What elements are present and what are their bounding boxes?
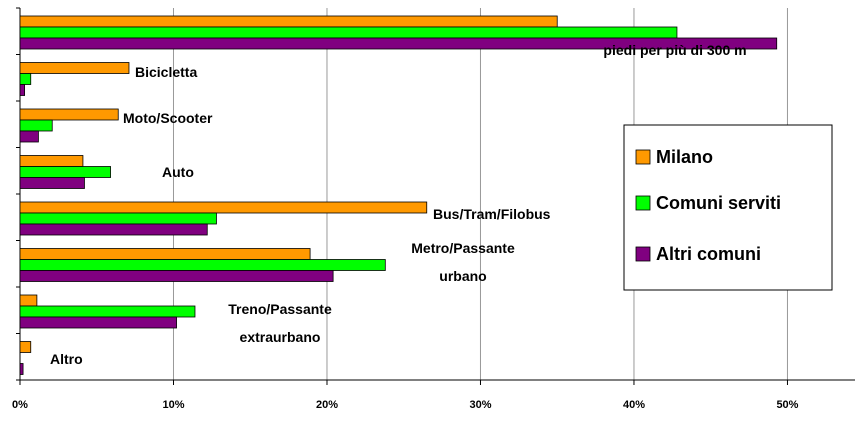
bar	[19, 363, 24, 375]
bar	[19, 223, 208, 236]
x-tick-label: 10%	[162, 399, 184, 411]
x-tick-label: 20%	[316, 399, 338, 411]
category-label: Auto	[162, 164, 194, 180]
category-label: Metro/Passante urbano	[411, 240, 515, 284]
legend-swatch	[635, 246, 651, 262]
bar	[19, 119, 53, 132]
bar	[19, 37, 778, 50]
legend-swatch	[635, 195, 651, 211]
bar	[19, 259, 386, 271]
legend-label: Altri comuni	[656, 244, 761, 264]
category-label: Treno/Passante extraurbano	[228, 301, 332, 345]
bar	[19, 201, 428, 214]
bar	[19, 248, 311, 260]
legend-box	[623, 124, 833, 291]
category-label: Bicicletta	[135, 64, 198, 80]
bar	[19, 62, 130, 74]
bar	[19, 130, 39, 143]
legend-label: Comuni serviti	[656, 193, 781, 213]
category-label: Altro	[50, 351, 83, 367]
category-label: piedi per più di 300 m	[603, 42, 747, 58]
bar	[19, 166, 111, 178]
category-label: Moto/Scooter	[123, 110, 213, 126]
bar	[19, 73, 32, 85]
bar	[19, 316, 177, 329]
bar	[19, 305, 196, 318]
bar	[19, 341, 32, 353]
legend-label: Milano	[656, 147, 713, 167]
bar	[19, 108, 119, 121]
legend-swatch	[635, 149, 651, 165]
bar	[19, 294, 38, 307]
x-tick-label: 30%	[469, 399, 491, 411]
bar	[19, 270, 334, 282]
bar	[19, 177, 85, 189]
x-tick-label: 40%	[623, 399, 645, 411]
bar	[19, 84, 26, 96]
bar	[19, 15, 558, 28]
category-label: Bus/Tram/Filobus	[433, 206, 551, 222]
bar	[19, 155, 84, 167]
x-tick-label: 0%	[12, 399, 28, 411]
bar	[19, 212, 217, 225]
bar	[19, 26, 678, 39]
x-tick-label: 50%	[776, 399, 798, 411]
